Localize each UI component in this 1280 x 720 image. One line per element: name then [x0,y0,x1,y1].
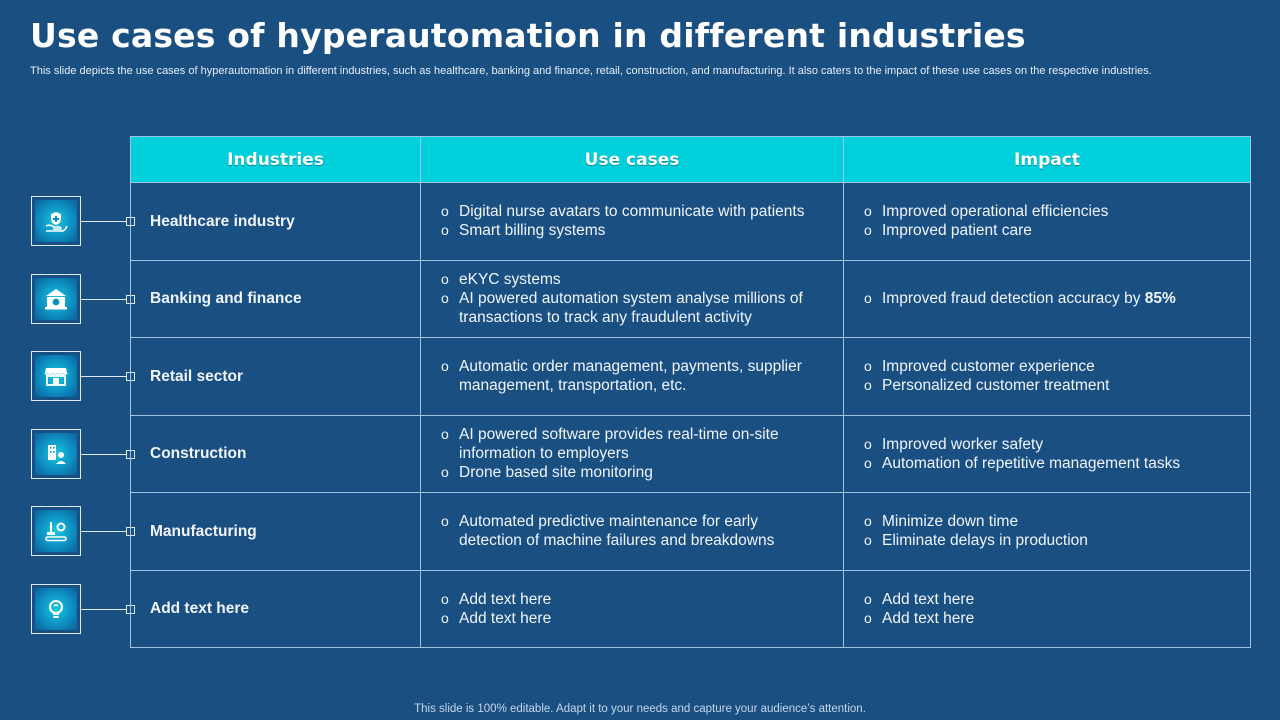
list-item: o Personalized customer treatment [864,377,1110,395]
list-item: o Automation of repetitive management tas… [864,454,1181,472]
impact-list: o Improved customer experience o Personali… [864,357,1232,395]
bank-icon [31,274,81,324]
industry-name: Healthcare industry [130,182,421,261]
bullet-marker: o [441,358,449,375]
lightbulb-icon [31,584,81,634]
use-case-list: o AI powered software provides real-time … [441,425,825,482]
table-row: Banking and finance o eKYC systems o AI po… [130,259,1251,338]
list-item: o Eliminate delays in production [864,532,1088,550]
table-row: Retail sector o Automatic order managemen… [130,337,1251,416]
column-header-impact: Impact [843,136,1251,183]
bullet-marker: o [441,426,449,443]
list-item: o Add text here [864,590,975,608]
bullet-marker: o [441,464,449,481]
bullet-marker: o [864,532,872,549]
impact-list: o Add text here o Add text here [864,590,1232,628]
bullet-marker: o [864,513,872,530]
column-header-industries: Industries [130,136,421,183]
industry-name: Construction [130,414,421,493]
bullet-marker: o [441,590,449,607]
bullet-marker: o [441,290,449,307]
bullet-marker: o [864,454,872,471]
page-subtitle: This slide depicts the use cases of hype… [30,65,1152,77]
healthcare-hand-icon [31,196,81,246]
bullet-marker: o [864,590,872,607]
industry-name: Add text here [130,569,421,648]
use-case-list: o Automated predictive maintenance for ea… [441,512,825,550]
list-item: o AI powered automation system analyse mi… [441,290,803,327]
list-item: o Add text here [864,609,975,627]
table-row: Construction o AI powered software provid… [130,414,1251,493]
bullet-marker: o [864,377,872,394]
list-item: o Automated predictive maintenance for ea… [441,513,775,550]
impact-list: o Improved fraud detection accuracy by 85… [864,289,1232,308]
use-cases-table: Industries Use cases Impact Healthcare i… [130,136,1251,648]
industry-name: Retail sector [130,337,421,416]
industry-name: Banking and finance [130,259,421,338]
bullet-marker: o [441,203,449,220]
bullet-marker: o [441,513,449,530]
bullet-marker: o [441,271,449,288]
list-item: o Automatic order management, payments, s… [441,358,802,395]
list-item: o eKYC systems [441,271,561,289]
storefront-icon [31,351,81,401]
list-item: o Digital nurse avatars to communicate wi… [441,203,805,221]
list-item: o Minimize down time [864,513,1019,531]
list-item: o Improved operational efficiencies [864,203,1109,221]
list-item: o Improved fraud detection accuracy by 85… [864,290,1176,308]
table-header-row: Industries Use cases Impact [130,136,1251,183]
impact-list: o Improved worker safety o Automation of r… [864,435,1232,473]
connector-line [81,531,126,532]
table-row: Add text here o Add text here o Add text h… [130,569,1251,648]
impact-list: o Minimize down time o Eliminate delays in… [864,512,1232,550]
column-header-use-cases: Use cases [420,136,844,183]
list-item: o Improved worker safety [864,435,1044,453]
list-item: o Add text here [441,590,552,608]
page-title: Use cases of hyperautomation in differen… [30,16,1026,55]
factory-conveyor-icon [31,506,81,556]
use-case-list: o Digital nurse avatars to communicate wi… [441,202,825,240]
connector-line [81,221,126,222]
construction-building-icon [31,429,81,479]
bullet-marker: o [864,358,872,375]
use-case-list: o Automatic order management, payments, s… [441,357,825,395]
industry-name: Manufacturing [130,492,421,571]
bullet-marker: o [864,290,872,307]
table-row: Manufacturing o Automated predictive main… [130,492,1251,571]
footer-note: This slide is 100% editable. Adapt it to… [414,703,866,715]
table-row: Healthcare industry o Digital nurse avata… [130,182,1251,261]
use-case-list: o Add text here o Add text here [441,590,825,628]
list-item: o Add text here [441,609,552,627]
impact-percentage: 85% [1144,290,1176,308]
bullet-marker: o [441,222,449,239]
bullet-marker: o [864,203,872,220]
connector-line [81,454,126,455]
bullet-marker: o [864,609,872,626]
list-item: o Smart billing systems [441,222,606,240]
list-item: o AI powered software provides real-time … [441,426,779,463]
list-item: o Improved customer experience [864,358,1095,376]
list-item: o Drone based site monitoring [441,464,653,482]
bullet-marker: o [441,609,449,626]
connector-line [81,376,126,377]
impact-list: o Improved operational efficiencies o Impr… [864,202,1232,240]
connector-line [81,609,126,610]
list-item: o Improved patient care [864,222,1032,240]
use-case-list: o eKYC systems o AI powered automation sys… [441,270,825,327]
bullet-marker: o [864,435,872,452]
bullet-marker: o [864,222,872,239]
connector-line [81,299,126,300]
